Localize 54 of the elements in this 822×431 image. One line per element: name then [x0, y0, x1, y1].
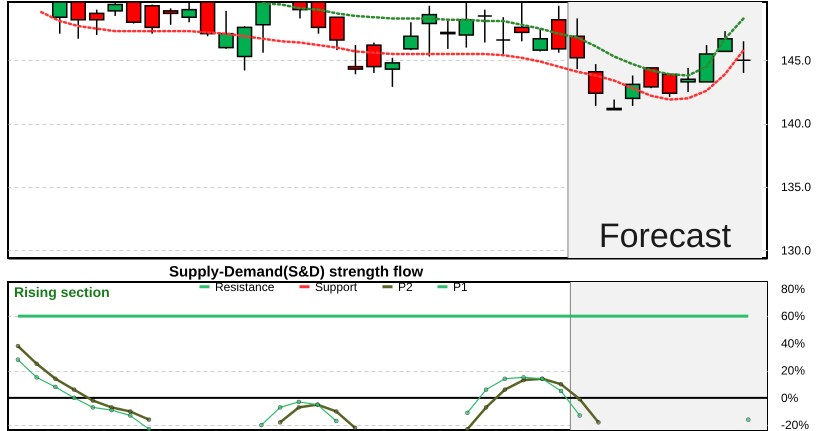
point: [53, 384, 58, 390]
y-tick-label: 40%: [781, 336, 806, 350]
candlestick: [162, 8, 178, 26]
candlestick: [144, 4, 160, 34]
annotation: Forecast: [598, 217, 732, 255]
candlestick: [680, 67, 696, 93]
candlestick: [348, 44, 364, 75]
point: [128, 413, 133, 418]
point: [596, 420, 601, 425]
y-tick-label: 60%: [781, 309, 806, 324]
legend-label: P2: [398, 280, 414, 294]
y-tick-label: 135.0: [781, 180, 812, 194]
candlestick: [569, 18, 585, 70]
point: [146, 417, 152, 422]
annotation: Rising section: [14, 284, 110, 300]
line-series: [40, 10, 745, 101]
candlestick: [643, 67, 659, 89]
y-tick-label: 145.0: [781, 53, 812, 68]
candlestick: [662, 73, 678, 98]
point: [34, 362, 39, 366]
point: [16, 344, 20, 348]
point: [465, 426, 470, 431]
candlestick: [88, 8, 104, 36]
point: [34, 375, 39, 380]
point: [72, 387, 76, 392]
legend-label: Resistance: [215, 280, 275, 294]
candlestick: [532, 28, 548, 52]
candlestick: [218, 10, 234, 50]
legend-label: Support: [315, 280, 358, 294]
point: [16, 357, 20, 362]
candlestick: [329, 16, 345, 51]
point: [53, 376, 58, 382]
chart-title: Supply-Demand(S&D) strength flow: [169, 264, 424, 280]
candlestick: [736, 40, 752, 74]
point: [109, 408, 114, 412]
candlestick: [477, 8, 493, 44]
point: [72, 396, 76, 400]
y-tick-label: 80%: [781, 282, 806, 296]
point: [90, 405, 96, 410]
y-tick-label: -20%: [781, 418, 810, 431]
candlestick: [384, 57, 400, 88]
y-tick-label: 130.0: [781, 243, 812, 258]
candlestick: [588, 63, 604, 107]
candlestick: [366, 42, 382, 74]
legend-label: P1: [453, 280, 468, 294]
point: [90, 398, 96, 403]
candlestick: [403, 22, 419, 51]
candlestick: [606, 98, 622, 110]
y-tick-label: 0%: [781, 390, 799, 405]
point: [146, 426, 152, 431]
y-tick-label: 140.0: [781, 116, 812, 131]
y-tick-label: 20%: [781, 364, 806, 378]
candlestick: [496, 16, 512, 55]
point: [128, 409, 133, 414]
